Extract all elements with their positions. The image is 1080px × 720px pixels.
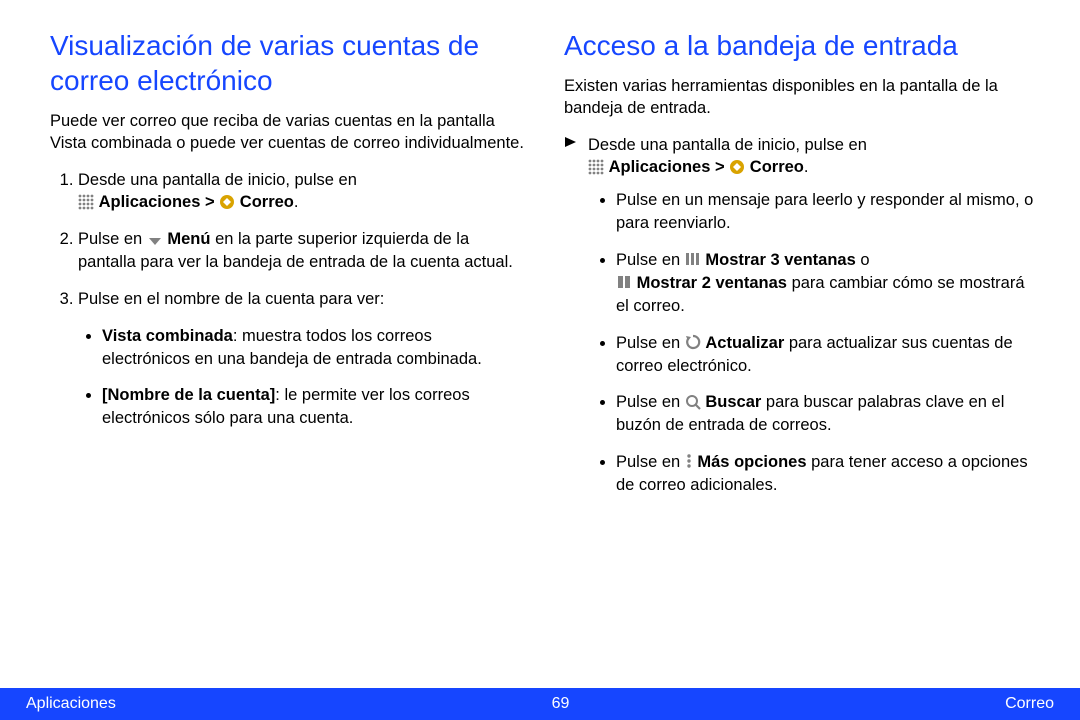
step-2: Pulse en Menú en la parte superior izqui… [78,228,524,274]
apps-label-r: Aplicaciones [609,158,711,176]
left-heading: Visualización de varias cuentas de corre… [50,28,524,98]
s2-bold3: Mostrar 3 ventanas [705,251,855,269]
s2-or: o [856,251,870,269]
menu-label: Menú [167,230,210,248]
s3-bold: Actualizar [705,334,784,352]
footer-right: Correo [1005,695,1054,713]
correo-label: Correo [240,193,294,211]
left-column: Visualización de varias cuentas de corre… [50,28,524,688]
step-3: Pulse en el nombre de la cuenta para ver… [78,288,524,311]
s2-bold2: Mostrar 2 ventanas [637,274,787,292]
footer-bar: Aplicaciones 69 Correo [0,688,1080,720]
rb-more: Pulse en Más opciones para tener acceso … [616,451,1038,497]
left-bullets: Vista combinada: muestra todos los corre… [50,325,524,430]
s3-a: Pulse en [616,334,685,352]
rb-refresh: Pulse en Actualizar para actualizar sus … [616,332,1038,378]
chevron-down-icon [147,229,163,252]
footer-page-number: 69 [552,695,570,713]
kicker-a: Desde una pantalla de inicio, pulse en [588,136,867,154]
step-1: Desde una pantalla de inicio, pulse en A… [78,169,524,215]
step3-text: Pulse en el nombre de la cuenta para ver… [78,290,384,308]
bullet-nombre: [Nombre de la cuenta]: le permite ver lo… [102,384,524,430]
separator: > [200,193,219,211]
right-column: Acceso a la bandeja de entrada Existen v… [564,28,1038,688]
left-steps: Desde una pantalla de inicio, pulse en A… [50,169,524,311]
refresh-icon [685,332,701,355]
s4-a: Pulse en [616,393,685,411]
correo-label-r: Correo [750,158,804,176]
content-area: Visualización de varias cuentas de corre… [0,0,1080,688]
apps-grid-icon [78,192,94,215]
s2-a: Pulse en [616,251,685,269]
right-kicker: Desde una pantalla de inicio, pulse en A… [564,134,1038,180]
right-heading: Acceso a la bandeja de entrada [564,28,1038,63]
s5-bold: Más opciones [697,453,806,471]
step1-text-a: Desde una pantalla de inicio, pulse en [78,171,357,189]
rb-search: Pulse en Buscar para buscar palabras cla… [616,391,1038,437]
apps-label: Aplicaciones [99,193,201,211]
triangle-right-icon [564,134,578,152]
left-intro: Puede ver correo que reciba de varias cu… [50,110,524,155]
page: Visualización de varias cuentas de corre… [0,0,1080,720]
sep-r: > [710,158,729,176]
right-bullets: Pulse en un mensaje para leerlo y respon… [564,189,1038,497]
s5-a: Pulse en [616,453,685,471]
two-windows-icon [616,272,632,295]
three-windows-icon [685,249,701,272]
bullet-vista: Vista combinada: muestra todos los corre… [102,325,524,371]
b1-bold: Vista combinada [102,327,233,345]
rb-windows: Pulse en Mostrar 3 ventanas o Mostrar 2 … [616,249,1038,318]
period-r: . [804,158,809,176]
footer-left: Aplicaciones [26,695,116,713]
right-intro: Existen varias herramientas disponibles … [564,75,1038,120]
search-icon [685,392,701,415]
s1: Pulse en un mensaje para leerlo y respon… [616,191,1033,232]
b2-bold: [Nombre de la cuenta] [102,386,275,404]
more-options-icon [685,451,693,474]
step2-a: Pulse en [78,230,147,248]
rb-read: Pulse en un mensaje para leerlo y respon… [616,189,1038,235]
kicker-text: Desde una pantalla de inicio, pulse en A… [588,134,1038,180]
correo-icon [219,192,235,215]
s4-bold: Buscar [705,393,761,411]
period: . [294,193,299,211]
correo-icon [729,157,745,180]
apps-grid-icon [588,157,604,180]
